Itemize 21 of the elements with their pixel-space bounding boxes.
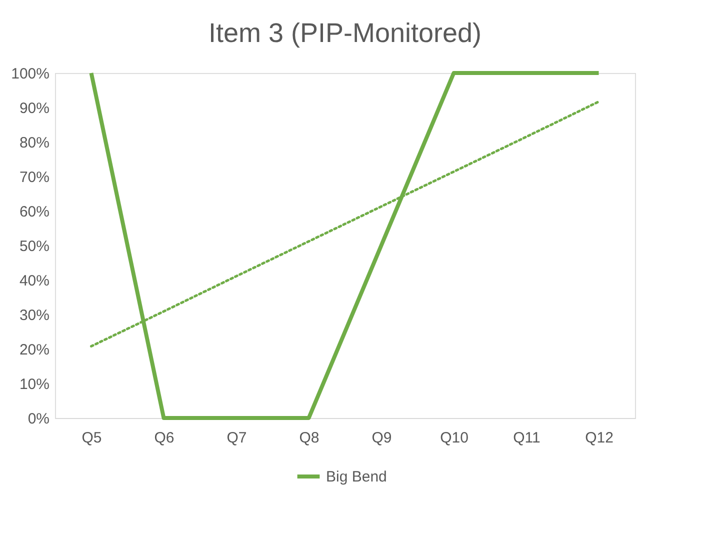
y-tick-label: 80% <box>19 134 50 152</box>
x-tick-label: Q5 <box>82 430 102 446</box>
y-tick-label: 70% <box>19 169 50 186</box>
chart-title: Item 3 (PIP-Monitored) <box>208 18 482 48</box>
legend-label: Big Bend <box>326 468 387 486</box>
x-tick-label: Q9 <box>372 430 392 446</box>
x-tick-label: Q7 <box>226 430 247 446</box>
y-tick-label: 30% <box>19 307 50 324</box>
y-tick-label: 90% <box>19 100 50 117</box>
y-tick-label: 60% <box>19 204 50 220</box>
y-tick-label: 20% <box>19 342 50 358</box>
y-tick-label: 0% <box>28 410 50 428</box>
x-tick-label: Q8 <box>299 430 320 446</box>
x-tick-label: Q11 <box>513 430 540 446</box>
x-tick-label: Q12 <box>585 430 614 446</box>
x-tick-label: Q6 <box>154 430 174 446</box>
y-tick-label: 50% <box>19 238 50 255</box>
y-tick-label: 10% <box>19 376 50 393</box>
y-tick-label: 100% <box>11 66 50 82</box>
y-tick-label: 40% <box>19 272 50 290</box>
x-tick-label: Q10 <box>440 430 468 446</box>
